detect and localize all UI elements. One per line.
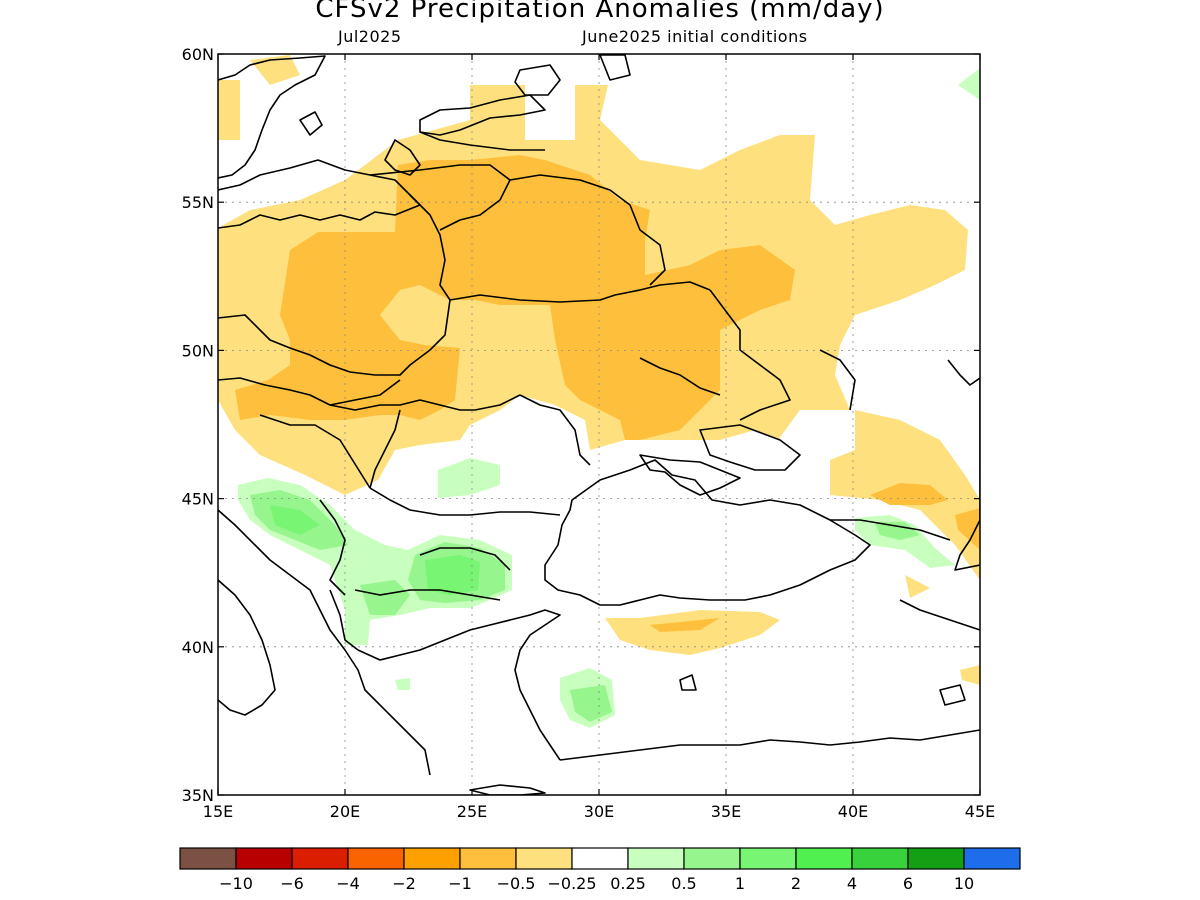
colorbar-label: 4 (847, 874, 857, 893)
gulf-of-finland (419, 94, 546, 136)
border-ukraine-moldova (519, 394, 591, 466)
colorbar-swatch (851, 847, 909, 870)
lon-tick-label: 25E (457, 802, 487, 821)
lat-tick-label: 45N (182, 490, 214, 509)
wet-strong-shading (270, 505, 480, 595)
italy-coast (218, 579, 276, 716)
caspian-coast (947, 359, 980, 571)
crete (469, 784, 546, 795)
lat-tick-label: 35N (182, 786, 214, 805)
border-belarus-ukraine (449, 281, 711, 303)
colorbar-swatch (347, 847, 405, 870)
lake-van (939, 684, 966, 706)
border-romania-bulgaria (369, 487, 561, 516)
lake-tuz (679, 674, 697, 691)
gulf-of-riga (384, 139, 421, 176)
colorbar-swatch (683, 847, 741, 870)
anatolia-south-coast (559, 729, 980, 761)
border-slovakia-hungary (329, 399, 475, 411)
colorbar-swatch (571, 847, 629, 870)
axis-ticks: 15E 20E 25E 30E 35E 40E 45E 60N 55N 50N 45N 40N 35N (182, 45, 996, 821)
colorbar-label: −6 (280, 874, 304, 893)
lon-tick-label: 30E (584, 802, 614, 821)
lat-tick-label: 40N (182, 638, 214, 657)
colorbar-label: 10 (954, 874, 974, 893)
dry-moderate-shading (235, 155, 980, 632)
border-poland-belarus (409, 194, 451, 301)
colorbar-swatch (403, 847, 461, 870)
colorbar: −10 −6 −4 −2 −1 −0.5 −0.25 0.25 0.5 1 2 4 6 10 (179, 847, 1021, 893)
border-bulgaria-turkey (419, 547, 511, 571)
colorbar-swatch (907, 847, 965, 870)
dnieper-river (639, 357, 721, 396)
border-romania-ukraine (474, 394, 521, 411)
azov-coast (699, 424, 801, 471)
colorbar-swatch (291, 847, 349, 870)
colorbar-label: −1 (448, 874, 472, 893)
border-belarus-russia (509, 174, 666, 286)
border-turkey-east (899, 599, 980, 631)
gotland (299, 111, 323, 136)
lake-onega (599, 54, 631, 81)
colorbar-swatch (795, 847, 853, 870)
lon-tick-label: 40E (838, 802, 868, 821)
lon-tick-label: 20E (330, 802, 360, 821)
lon-tick-label: 15E (203, 802, 233, 821)
border-bulgaria-greece (354, 589, 501, 601)
scandinavia-coast (218, 55, 326, 179)
border-poland-germany (218, 314, 311, 356)
baltic-coast (218, 159, 421, 229)
lake-ladoga (514, 64, 561, 96)
map-title: CFSv2 Precipitation Anomalies (mm/day) (315, 0, 885, 24)
colorbar-label: 6 (903, 874, 913, 893)
border-greece-albania (329, 589, 359, 651)
colorbar-swatch (459, 847, 517, 870)
colorbar-label: −10 (219, 874, 253, 893)
colorbar-label: 2 (791, 874, 801, 893)
colorbar-swatch (963, 847, 1021, 870)
border-hungary-romania (369, 409, 401, 489)
colorbar-label: 0.5 (671, 874, 696, 893)
lat-lon-gridlines (218, 54, 980, 795)
colorbar-label: −0.25 (547, 874, 596, 893)
border-hungary-croatia (259, 414, 371, 489)
colorbar-label: −0.5 (497, 874, 536, 893)
colorbar-label: 0.25 (610, 874, 646, 893)
colorbar-swatch (235, 847, 293, 870)
lon-tick-label: 45E (965, 802, 995, 821)
border-baltics (369, 164, 511, 231)
border-ukraine-russia (709, 289, 791, 421)
anomaly-fields (218, 55, 980, 728)
forecast-month: Jul2025 (338, 27, 402, 46)
colorbar-label: −4 (336, 874, 360, 893)
border-russia-kazakhstan (819, 349, 856, 411)
crimea-coast (639, 454, 741, 496)
colorbar-swatch (515, 847, 573, 870)
colorbar-swatch (627, 847, 685, 870)
adriatic-coast (218, 509, 431, 776)
colorbar-swatch (739, 847, 797, 870)
aegean-coast (357, 609, 561, 761)
border-czech-austria (218, 377, 401, 406)
colorbar-label: 1 (735, 874, 745, 893)
lon-tick-label: 35E (711, 802, 741, 821)
border-georgia (830, 519, 951, 541)
colorbar-label: −2 (392, 874, 416, 893)
border-latvia-estonia (419, 131, 545, 151)
lat-tick-label: 60N (182, 45, 214, 64)
lat-tick-label: 50N (182, 341, 214, 360)
black-sea-coast (544, 459, 871, 606)
coastlines-and-borders (218, 54, 980, 795)
colorbar-swatch (179, 847, 237, 870)
lat-tick-label: 55N (182, 193, 214, 212)
initial-conditions: June2025 initial conditions (582, 27, 808, 46)
border-poland-czech (309, 299, 451, 376)
border-serbia (319, 499, 346, 596)
